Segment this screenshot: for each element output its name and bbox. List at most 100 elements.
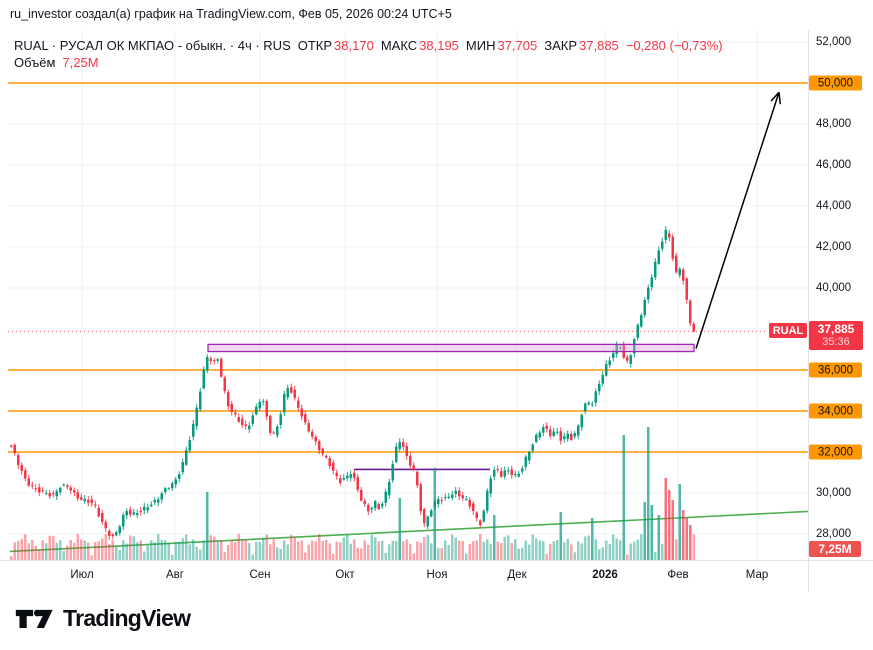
candle-body: [188, 440, 191, 451]
price-axis-label: 48,000: [816, 118, 852, 130]
volume-bar: [178, 541, 181, 560]
candle-body: [650, 277, 653, 288]
candle-body: [388, 481, 391, 496]
volume-bar: [342, 537, 345, 560]
volume-bar: [195, 546, 198, 560]
candle-body: [664, 229, 667, 240]
legend-volume-value: 7,25М: [62, 55, 99, 70]
volume-bar: [619, 540, 622, 560]
volume-bar: [272, 539, 275, 560]
candle-body: [220, 358, 223, 377]
volume-bar: [55, 542, 58, 560]
volume-bar: [97, 541, 100, 560]
candle-body: [517, 473, 520, 477]
candle-body: [433, 501, 436, 508]
volume-bar: [48, 535, 51, 560]
candle-body: [570, 433, 573, 440]
candle-body: [181, 462, 184, 473]
candle-body: [668, 233, 671, 238]
volume-bar: [318, 534, 321, 560]
volume-bar: [601, 547, 604, 560]
volume-bar: [13, 542, 16, 560]
green-trendline[interactable]: [9, 510, 809, 553]
candle-body: [377, 503, 380, 510]
volume-bar: [62, 550, 65, 560]
candle-body: [272, 432, 275, 434]
volume-legend[interactable]: Объём 7,25М: [14, 55, 99, 70]
candle-body: [104, 521, 107, 529]
candle-body: [391, 463, 394, 481]
candle-body: [328, 458, 331, 467]
volume-bar: [132, 536, 135, 560]
candle-body: [528, 451, 531, 461]
candle-body: [615, 344, 618, 354]
candle-body: [507, 470, 510, 472]
candle-body: [237, 417, 240, 422]
chart-legend[interactable]: RUAL · РУСАЛ ОК МКПАО - обыкн. · 4ч · RU…: [14, 38, 723, 53]
candle-body: [580, 414, 583, 428]
candle-body: [115, 532, 118, 536]
candle-body: [171, 483, 174, 489]
candle-body: [248, 425, 251, 430]
volume-bar: [258, 541, 261, 560]
volume-bar: [76, 534, 79, 560]
candle-body: [535, 434, 538, 443]
candle-body: [416, 471, 419, 486]
volume-bar: [118, 549, 121, 560]
volume-bar: [682, 510, 685, 560]
candle-body: [38, 487, 41, 493]
volume-bar: [286, 544, 289, 560]
candle-body: [629, 355, 632, 365]
price-axis-label: 52,000: [816, 36, 852, 48]
candle-body: [27, 478, 30, 486]
volume-bar: [503, 536, 506, 560]
candle-body: [636, 324, 639, 338]
candle-body: [374, 501, 377, 509]
candle-body: [136, 513, 139, 516]
volume-bar: [325, 539, 328, 560]
volume-bar: [73, 542, 76, 560]
volume-bar: [300, 540, 303, 560]
candle-body: [318, 441, 321, 451]
candle-body: [223, 377, 226, 392]
candle-body: [654, 261, 657, 278]
candle-body: [482, 510, 485, 522]
candle-body: [657, 250, 660, 264]
volume-bar: [255, 541, 258, 560]
volume-bar: [41, 540, 44, 560]
candle-body: [594, 391, 597, 403]
volume-bar: [615, 538, 618, 560]
tradingview-logo[interactable]: TradingView: [14, 604, 191, 632]
volume-bar: [524, 540, 527, 560]
volume-bar: [381, 540, 384, 560]
candle-body: [563, 436, 566, 440]
candle-body: [13, 444, 16, 454]
volume-bar: [153, 542, 156, 560]
projection-arrow[interactable]: [695, 91, 780, 349]
candle-body: [146, 507, 149, 511]
candle-body: [206, 357, 209, 371]
volume-bar: [346, 534, 349, 560]
volume-bar: [230, 540, 233, 560]
volume-bar: [160, 539, 163, 560]
volume-bar: [433, 468, 436, 560]
volume-bar: [664, 478, 667, 560]
candle-body: [55, 491, 58, 497]
volume-bar: [38, 550, 41, 560]
candle-body: [185, 450, 188, 465]
price-axis-label: 28,000: [816, 528, 852, 540]
volume-bar: [395, 540, 398, 560]
candle-body: [76, 492, 79, 499]
pink-resistance-zone[interactable]: [207, 343, 695, 353]
volume-bar: [643, 502, 646, 560]
candle-body: [384, 491, 387, 503]
candle-body: [559, 431, 562, 441]
volume-bar: [146, 545, 149, 560]
volume-bar: [251, 554, 254, 560]
candle-body: [682, 269, 685, 281]
volume-bar: [549, 543, 552, 560]
candle-body: [97, 508, 100, 517]
candle-body: [489, 478, 492, 494]
volume-bar: [528, 544, 531, 560]
